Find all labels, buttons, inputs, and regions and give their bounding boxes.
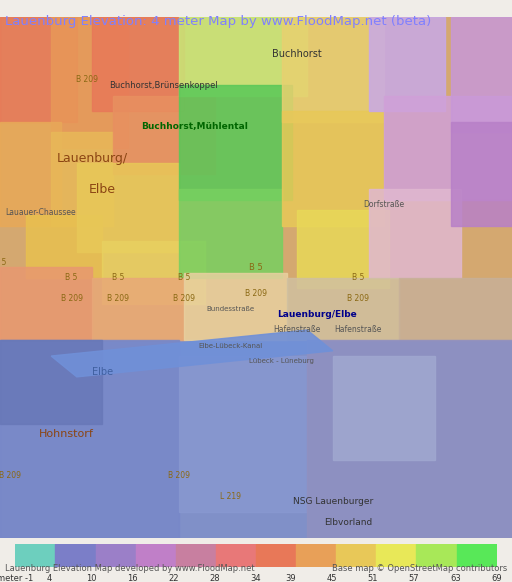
Bar [369,17,445,111]
Bar [102,242,205,304]
Text: B 209: B 209 [0,471,21,480]
Text: B 209: B 209 [61,294,82,303]
Text: Buchhorst,Mühlental: Buchhorst,Mühlental [141,122,248,132]
Bar [287,278,399,340]
Text: B 209: B 209 [348,294,369,303]
Text: Hafenstraße: Hafenstraße [335,325,382,335]
Text: B 5: B 5 [66,274,78,282]
Text: Bundesstraße: Bundesstraße [206,306,254,312]
Text: Lauauer-Chaussee: Lauauer-Chaussee [6,208,76,217]
Text: 45: 45 [326,574,337,582]
Bar [92,278,184,340]
Text: 69: 69 [492,574,502,582]
Text: Lauenburg Elevation: 4 meter Map by www.FloodMap.net (beta): Lauenburg Elevation: 4 meter Map by www.… [5,15,432,27]
Bar [0,340,102,424]
Bar [92,17,184,111]
Bar [96,544,136,567]
Text: 10: 10 [86,574,96,582]
Text: Buchhorst,Brünsenkoppel: Buchhorst,Brünsenkoppel [110,81,218,90]
Bar [179,356,307,512]
Bar [336,544,376,567]
Bar [176,544,216,567]
Text: Elbe: Elbe [92,367,113,377]
Text: B 209: B 209 [245,289,267,298]
Bar [0,122,61,226]
Bar [399,278,512,340]
Text: Hohnstorf: Hohnstorf [39,429,94,439]
Text: B 209: B 209 [174,294,195,303]
Bar [457,544,497,567]
Bar [179,85,292,200]
Text: 4: 4 [47,574,52,582]
Bar [51,132,113,226]
Text: B 5: B 5 [112,274,124,282]
Text: Lauenburg Elevation Map developed by www.FloodMap.net: Lauenburg Elevation Map developed by www… [5,565,255,573]
Bar [55,544,96,567]
Text: B 5: B 5 [352,274,365,282]
Bar [451,17,512,132]
Bar [0,17,77,122]
Bar [0,340,512,538]
Text: Elbe-Lübeck-Kanal: Elbe-Lübeck-Kanal [198,343,263,349]
Bar [15,544,55,567]
Bar [384,95,512,200]
Bar [333,356,435,460]
Text: B 209: B 209 [168,471,190,480]
Bar [297,210,389,288]
Bar [451,122,512,226]
Bar [0,340,179,538]
Bar [113,95,215,174]
Bar [0,268,92,340]
Text: Hafenstraße: Hafenstraße [273,325,321,335]
Text: 57: 57 [409,574,419,582]
Bar [216,544,256,567]
Text: Elbvorland: Elbvorland [324,518,372,527]
Bar [184,273,287,340]
Text: Lauenburg/Elbe: Lauenburg/Elbe [278,310,357,319]
Bar [369,189,461,278]
Text: Base map © OpenStreetMap contributors: Base map © OpenStreetMap contributors [332,565,507,573]
Text: B 5: B 5 [249,263,263,272]
Text: 51: 51 [368,574,378,582]
Text: 39: 39 [285,574,296,582]
Text: 34: 34 [251,574,261,582]
Bar [77,164,179,252]
Text: 28: 28 [209,574,220,582]
Text: 22: 22 [168,574,179,582]
Text: B 5: B 5 [178,274,190,282]
Bar [282,111,384,226]
Bar [296,544,336,567]
Bar [136,544,176,567]
Text: Elbe: Elbe [89,183,116,196]
Bar [179,17,307,95]
Text: Dorfstraße: Dorfstraße [364,200,404,210]
Bar [179,189,282,278]
Text: Buchhorst: Buchhorst [272,49,322,59]
Bar [256,544,296,567]
Polygon shape [51,330,333,377]
Text: 16: 16 [127,574,138,582]
Bar [0,17,512,340]
Bar [26,215,102,278]
Text: B 209: B 209 [76,76,98,84]
Text: NSG Lauenburger: NSG Lauenburger [293,498,373,506]
Text: B 5: B 5 [0,258,6,267]
Bar [307,340,512,538]
Bar [282,17,384,122]
Text: Lauenburg/: Lauenburg/ [57,151,127,165]
Bar [51,17,128,148]
Bar [416,544,457,567]
Text: 63: 63 [450,574,461,582]
Text: L 219: L 219 [220,492,241,501]
Text: meter -1: meter -1 [0,574,33,582]
Bar [376,544,416,567]
Text: B 209: B 209 [107,294,129,303]
Text: Lübeck - Lüneburg: Lübeck - Lüneburg [249,359,314,364]
